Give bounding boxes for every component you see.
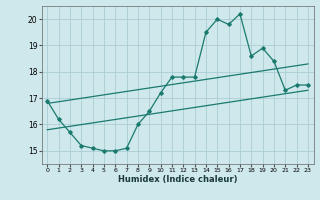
X-axis label: Humidex (Indice chaleur): Humidex (Indice chaleur) — [118, 175, 237, 184]
